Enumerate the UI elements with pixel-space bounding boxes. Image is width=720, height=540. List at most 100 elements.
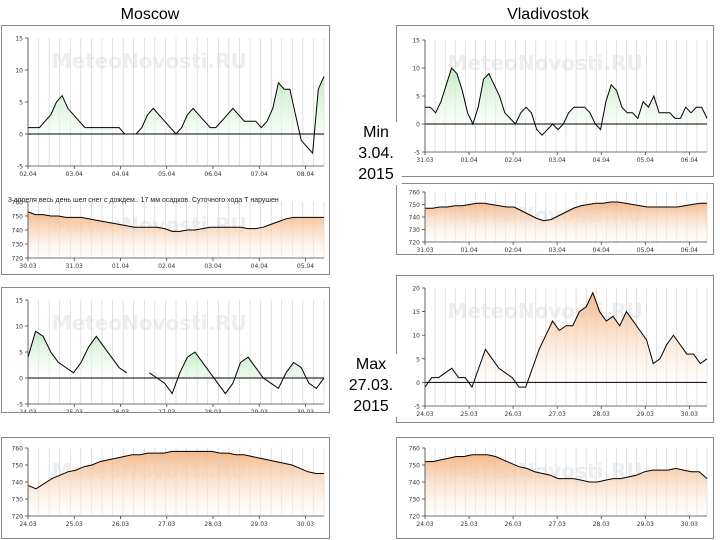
moscow-max-temp-ytick-label: 0 [19,376,23,383]
vladivostok-max-press-xtick-label: 25.03 [460,521,477,528]
moscow-min-temp-xtick-label: 02.04 [19,171,36,178]
moscow-max-press-ytick-label: 760 [12,446,24,453]
vladivostok-max-temp-xtick-label: 26.03 [505,411,522,418]
moscow-min-press-series-line [27,211,324,232]
vladivostok-max-temp-xtick-label: 27.03 [549,411,566,418]
moscow-min-temp-chart: MeteoNovosti.RU -5 0 5 10 15 02.04 03.04 04.04 05… [15,36,325,178]
moscow-min-temp-xtick-label: 03.04 [66,171,83,178]
vladivostok-min-temp-ytick-label: 10 [412,66,420,73]
vladivostok-max-press-area [425,454,707,516]
moscow-min-press-xtick-label: 04.04 [251,263,268,270]
vladivostok-min-press-panel: MeteoNovosti.RU 720 730 740 750 760 31.03 01.04… [396,183,714,255]
min-label-date: 3.04. [358,145,394,162]
vladivostok-min-temp-series-line [425,67,708,136]
vladivostok-min-press-ytick-label: 720 [409,240,421,247]
vladivostok-min-temp-xtick-label: 06.04 [681,157,698,164]
vladivostok-title: Vladivostok [507,6,589,23]
vladivostok-max-temp-ytick-label: 10 [412,333,420,340]
vladivostok-min-temp-xtick-label: 31.03 [416,157,433,164]
vladivostok-max-panel: MeteoNovosti.RU -5 0 5 10 15 20 24.03 25.03 26.03… [396,275,714,423]
min-label-year: 2015 [358,166,394,183]
vladivostok-max-press-xtick-label: 24.03 [416,521,433,528]
vladivostok-min-temp-ytick-label: -5 [414,150,420,157]
vladivostok-min-temp-ytick-label: 5 [416,94,420,101]
vladivostok-min-press-ytick-label: 760 [409,190,421,197]
moscow-min-press-xtick-label: 03.04 [204,263,221,270]
moscow-min-temp-xtick-label: 07.04 [251,171,268,178]
vladivostok-max-press-series-line [425,454,708,483]
moscow-min-temp-xtick-label: 05.04 [158,171,175,178]
moscow-max-temp-ytick-label: 5 [19,350,23,357]
moscow-max-temp-xtick-label: 27.03 [158,409,175,412]
vladivostok-max-temp-xtick-label: 29.03 [637,411,654,418]
vladivostok-min-press-series-line [425,201,707,222]
moscow-min-temp-ytick-label: 10 [15,68,23,75]
moscow-min-temp-ytick-label: 5 [19,100,23,107]
moscow-min-panel: MeteoNovosti.RU -5 0 5 10 15 02.04 03.04 04.04 05… [1,25,330,275]
vladivostok-max-temp-ytick-label: 5 [416,356,420,363]
moscow-max-press-ytick-label: 740 [12,480,24,487]
moscow-min-press-xtick-label: 30.03 [19,263,36,270]
moscow-title: Moscow [120,6,180,23]
moscow-max-press-xtick-label: 25.03 [66,521,83,528]
vladivostok-max-press-xtick-label: 28.03 [593,521,610,528]
moscow-max-temp-ytick-label: 10 [15,324,23,331]
moscow-max-press-xtick-label: 30.03 [297,521,314,528]
vladivostok-min-temp-xtick-label: 05.04 [637,157,654,164]
vladivostok-max-temp-area [425,292,707,388]
vladivostok-min-press-xtick-label: 05.04 [637,247,654,254]
vladivostok-max-press-ytick-label: 760 [409,446,421,453]
moscow-min-temp-series-line [28,76,325,155]
vladivostok-max-press-ytick-label: 730 [409,497,421,504]
moscow-max-temp-xtick-label: 26.03 [112,409,129,412]
vladivostok-min-press-ytick-label: 750 [409,202,421,209]
max-label-year: 2015 [353,398,389,415]
moscow-max-temp-xtick-label: 29.03 [251,409,268,412]
vladivostok-min-temp-xtick-label: 01.04 [460,157,477,164]
moscow-max-press-ytick-label: 750 [12,463,24,470]
moscow-min-temp-xtick-label: 06.04 [204,171,221,178]
vladivostok-max-temp-ytick-label: 15 [412,309,420,316]
moscow-max-press-series-line [27,450,324,490]
moscow-min-press-ytick-label: 760 [12,200,24,207]
vladivostok-max-press-xtick-label: 27.03 [549,521,566,528]
moscow-max-temp-watermark: MeteoNovosti.RU [52,311,247,335]
moscow-min-temp-xtick-label: 08.04 [297,171,314,178]
min-label-title: Min [363,124,389,141]
vladivostok-min-panel: MeteoNovosti.RU -5 0 5 10 15 31.03 01.04 02.04 03… [396,25,714,177]
min-label: Min 3.04. 2015 [350,122,402,185]
moscow-min-press-xtick-label: 05.04 [297,263,314,270]
vladivostok-min-press-area [425,202,707,242]
vladivostok-min-temp-ytick-label: 0 [416,122,420,129]
vladivostok-max-press-xtick-label: 30.03 [681,521,698,528]
vladivostok-min-temp-watermark: MeteoNovosti.RU [448,51,643,75]
vladivostok-max-temp-ytick-label: 0 [416,380,420,387]
moscow-max-temp-xtick-label: 25.03 [66,409,83,412]
moscow-min-temp-ytick-label: 0 [19,132,23,139]
moscow-max-press-ytick-label: 720 [12,514,24,521]
vladivostok-min-temp-area [425,68,707,136]
max-label-date: 27.03. [348,377,394,394]
max-label-title: Max [355,356,387,373]
vladivostok-min-press-xtick-label: 02.04 [505,247,522,254]
moscow-max-press-xtick-label: 28.03 [204,521,221,528]
moscow-max-press-ytick-label: 730 [12,497,24,504]
moscow-max-temp-ytick-label: -5 [17,402,23,409]
vladivostok-max-temp-series-line [424,291,708,389]
vladivostok-max-temp-ytick-label: -5 [414,404,420,411]
moscow-max-press-panel: MeteoNovosti.RU72073074075076024.0325.03… [1,437,330,539]
moscow-max-press-xtick-label: 29.03 [251,521,268,528]
vladivostok-min-press-xtick-label: 06.04 [681,247,698,254]
moscow-min-press-xtick-label: 01.04 [112,263,129,270]
vladivostok-min-press-xtick-label: 31.03 [416,247,433,254]
moscow-max-temp-ytick-label: 15 [15,298,23,305]
moscow-min-press-ytick-label: 720 [12,256,24,263]
moscow-max-press-xtick-label: 24.03 [19,521,36,528]
vladivostok-max-press-xtick-label: 26.03 [505,521,522,528]
moscow-min-press-area [28,211,324,258]
moscow-min-press-xtick-label: 31.03 [66,263,83,270]
vladivostok-min-press-xtick-label: 03.04 [549,247,566,254]
